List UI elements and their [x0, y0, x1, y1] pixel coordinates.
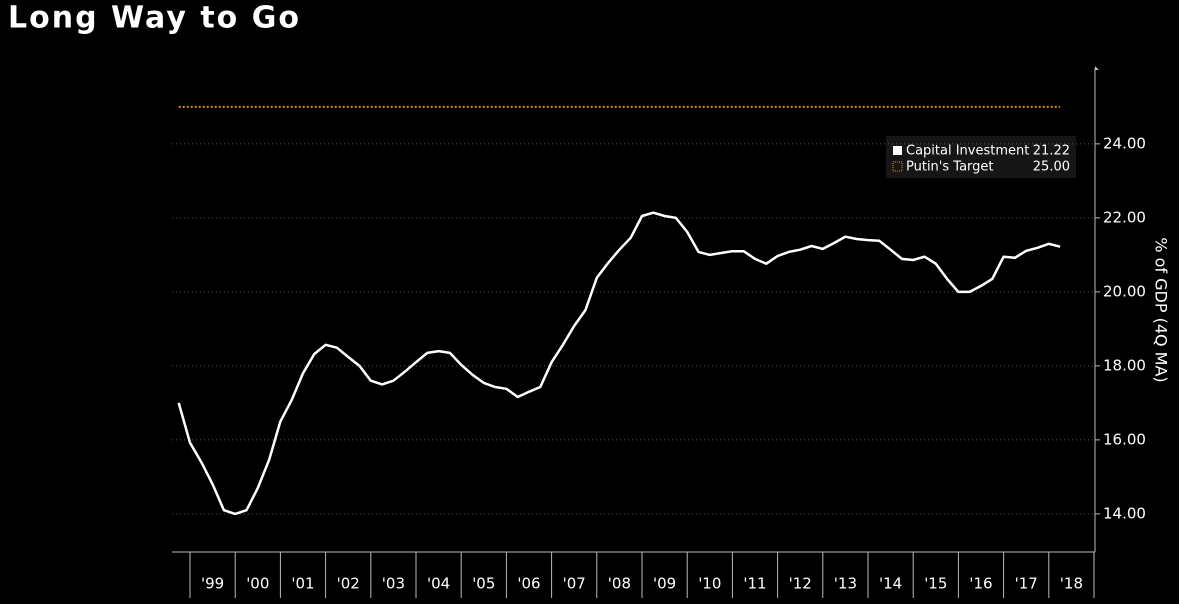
line	[177, 211, 1061, 516]
legend-value: 25.00	[1033, 160, 1070, 175]
x-tick-label: '11	[743, 575, 766, 593]
y-tick-label: 22.00	[1103, 208, 1146, 226]
x-tick-label: '16	[969, 575, 992, 593]
x-tick-label: '18	[1060, 575, 1083, 593]
y-axis-label: % of GDP (4Q MA)	[1152, 237, 1171, 382]
y-tick-label: 14.00	[1103, 504, 1146, 522]
x-tick-label: '07	[563, 575, 586, 593]
legend-value: 21.22	[1033, 144, 1070, 159]
x-tick-label: '00	[246, 575, 269, 593]
x-tick-label: '06	[517, 575, 540, 593]
x-tick-label: '09	[653, 575, 676, 593]
y-tick-label: 18.00	[1103, 356, 1146, 374]
y-tick-label: 20.00	[1103, 282, 1146, 300]
chart-title: Long Way to Go	[8, 1, 301, 36]
y-axis-arrow	[1095, 66, 1099, 70]
x-tick-label: '05	[472, 575, 495, 593]
x-tick-label: '03	[382, 575, 405, 593]
y-tick-label: 16.00	[1103, 430, 1146, 448]
x-tick-label: '08	[608, 575, 631, 593]
legend-swatch	[893, 146, 902, 155]
legend-label: Capital Investment	[906, 144, 1029, 159]
x-tick-label: '01	[291, 575, 314, 593]
x-tick-label: '17	[1015, 575, 1038, 593]
x-tick-label: '99	[201, 575, 224, 593]
x-tick-label: '13	[834, 575, 857, 593]
x-tick-label: '02	[337, 575, 360, 593]
x-tick-label: '12	[789, 575, 812, 593]
y-tick-label: 24.00	[1103, 134, 1146, 152]
x-tick-label: '15	[924, 575, 947, 593]
legend-swatch	[892, 161, 903, 172]
legend-box	[886, 136, 1076, 178]
x-tick-label: '14	[879, 575, 902, 593]
x-tick-label: '10	[698, 575, 721, 593]
legend-label: Putin's Target	[906, 160, 994, 175]
x-tick-label: '04	[427, 575, 450, 593]
